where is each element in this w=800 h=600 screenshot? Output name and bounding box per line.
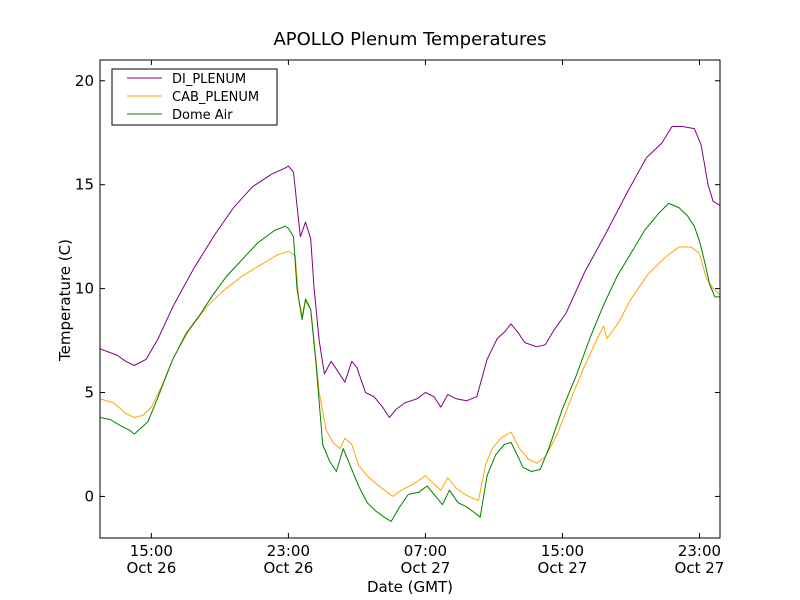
plot-frame [99, 59, 721, 539]
chart-title: APOLLO Plenum Temperatures [273, 29, 546, 50]
y-axis-label: Temperature (C) [56, 239, 74, 362]
y-tick-label: 5 [84, 384, 94, 402]
legend-label: Dome Air [172, 108, 233, 123]
x-axis-label: Date (GMT) [367, 578, 453, 596]
x-tick-label-time: 23:00 [267, 542, 310, 560]
x-tick-label-time: 15:00 [130, 542, 173, 560]
legend-label: CAB_PLENUM [172, 90, 259, 105]
x-tick-label-date: Oct 27 [675, 559, 725, 577]
y-tick-label: 20 [75, 72, 94, 90]
series-line-dome-air [100, 202, 720, 522]
legend: DI_PLENUM CAB_PLENUM Dome Air [111, 68, 278, 126]
x-tick-label-date: Oct 27 [538, 559, 588, 577]
x-tick-label-date: Oct 26 [126, 559, 176, 577]
y-tick-label: 15 [75, 176, 94, 194]
series-layer [100, 126, 720, 522]
x-tick-label-time: 15:00 [541, 542, 584, 560]
series-line-cab-plenum [100, 246, 720, 502]
x-tick-label-time: 23:00 [678, 542, 721, 560]
y-tick-label: 0 [84, 487, 94, 505]
legend-label: DI_PLENUM [172, 72, 246, 87]
x-tick-label-date: Oct 27 [401, 559, 451, 577]
y-tick-label: 10 [75, 280, 94, 298]
x-tick-label-date: Oct 26 [263, 559, 313, 577]
x-tick-label-time: 07:00 [404, 542, 447, 560]
series-line-di-plenum [100, 126, 720, 418]
